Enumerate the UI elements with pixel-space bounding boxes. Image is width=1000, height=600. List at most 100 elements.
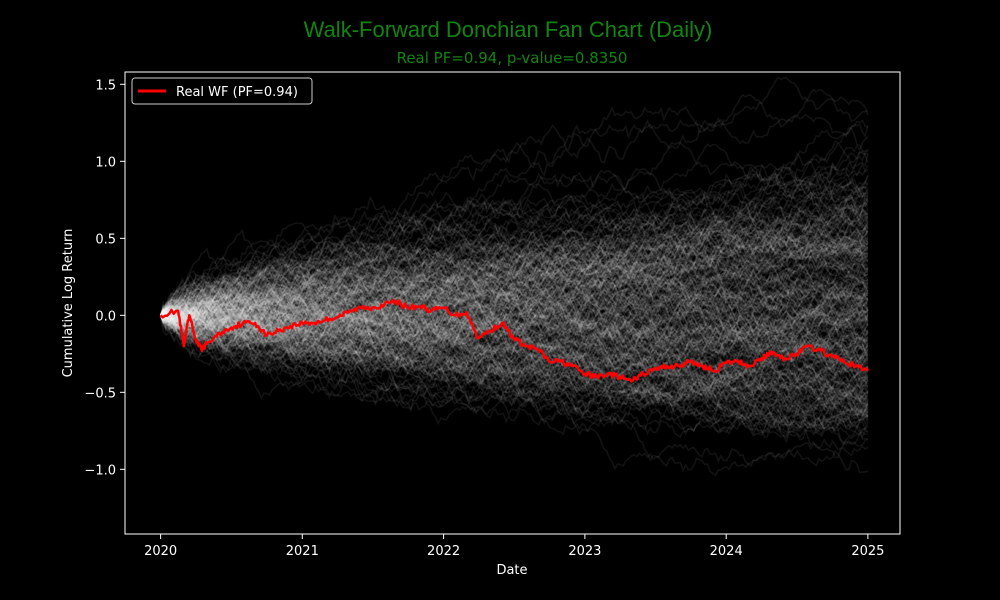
y-tick-label: 0.5 bbox=[95, 232, 116, 247]
simulated-path bbox=[160, 293, 869, 375]
legend-box bbox=[131, 77, 313, 105]
simulated-path bbox=[159, 210, 869, 324]
simulated-path bbox=[159, 254, 869, 384]
simulated-path bbox=[159, 306, 869, 358]
simulated-path bbox=[159, 294, 869, 414]
x-axis: 2020 2021 2022 2023 2024 2025 bbox=[144, 534, 884, 559]
simulated-path bbox=[159, 270, 869, 380]
simulated-path bbox=[160, 270, 869, 362]
simulated-path bbox=[160, 217, 869, 340]
simulated-path bbox=[159, 241, 869, 342]
simulated-path bbox=[159, 277, 869, 346]
simulated-path bbox=[159, 261, 869, 354]
simulated-path bbox=[160, 236, 869, 322]
simulated-path bbox=[159, 282, 869, 415]
simulated-path bbox=[160, 164, 869, 332]
simulated-path bbox=[159, 230, 868, 324]
simulated-path bbox=[160, 162, 869, 368]
simulated-path bbox=[159, 212, 869, 341]
y-axis-label: Cumulative Log Return bbox=[61, 229, 76, 378]
simulated-path bbox=[159, 201, 869, 332]
simulated-path bbox=[160, 212, 869, 322]
chart-subtitle: Real PF=0.94, p-value=0.8350 bbox=[397, 49, 628, 67]
simulated-path bbox=[159, 273, 869, 403]
simulated-path bbox=[159, 307, 869, 361]
simulated-path bbox=[159, 290, 869, 360]
simulated-path bbox=[159, 276, 869, 348]
simulated-path bbox=[159, 288, 869, 349]
simulated-path bbox=[159, 214, 869, 329]
simulated-path bbox=[159, 315, 869, 427]
simulated-path bbox=[159, 206, 869, 322]
simulated-path bbox=[159, 142, 869, 347]
simulated-path bbox=[160, 217, 869, 331]
simulated-path bbox=[159, 288, 869, 347]
simulated-path bbox=[159, 303, 869, 402]
simulated-path bbox=[160, 178, 869, 320]
simulated-path bbox=[159, 230, 868, 316]
simulated-path bbox=[160, 307, 868, 394]
simulated-path bbox=[159, 136, 869, 316]
simulated-path bbox=[160, 303, 869, 436]
simulated-path bbox=[160, 299, 869, 430]
simulated-path bbox=[159, 227, 868, 331]
simulated-path bbox=[159, 298, 868, 346]
simulated-path bbox=[159, 309, 869, 390]
simulated-path bbox=[160, 263, 869, 371]
simulated-path bbox=[159, 301, 869, 416]
simulated-path bbox=[159, 259, 869, 325]
simulated-path bbox=[159, 182, 869, 316]
x-tick-label: 2025 bbox=[851, 544, 884, 559]
simulated-path bbox=[160, 228, 869, 318]
simulated-path bbox=[160, 311, 869, 426]
simulated-path bbox=[159, 211, 869, 345]
simulated-path bbox=[159, 195, 869, 321]
simulated-path bbox=[160, 314, 869, 446]
simulated-path bbox=[160, 303, 869, 437]
simulated-path bbox=[160, 288, 869, 377]
simulated-path bbox=[160, 312, 869, 411]
simulated-path bbox=[159, 88, 869, 331]
simulated-path bbox=[160, 263, 869, 340]
simulated-path bbox=[159, 141, 869, 320]
simulated-path bbox=[159, 153, 869, 319]
simulated-path bbox=[160, 297, 868, 415]
simulated-path bbox=[159, 276, 869, 387]
x-tick-label: 2024 bbox=[710, 544, 743, 559]
simulated-path bbox=[159, 295, 869, 419]
simulated-path bbox=[160, 262, 869, 351]
simulated-path bbox=[160, 279, 869, 402]
simulated-path bbox=[160, 169, 869, 319]
simulated-path bbox=[160, 150, 868, 317]
simulated-path bbox=[160, 276, 869, 382]
simulated-path bbox=[159, 215, 868, 326]
simulated-path bbox=[159, 245, 869, 338]
simulated-path bbox=[159, 268, 869, 368]
simulated-path bbox=[160, 305, 869, 402]
simulated-path bbox=[160, 268, 869, 401]
simulated-path bbox=[159, 291, 869, 374]
simulated-path bbox=[160, 306, 869, 383]
simulated-path bbox=[159, 194, 869, 323]
simulated-path bbox=[160, 295, 869, 353]
simulated-path bbox=[160, 243, 869, 340]
simulated-path bbox=[159, 195, 869, 324]
simulated-path bbox=[160, 186, 869, 331]
simulated-path bbox=[159, 266, 869, 317]
simulated-path bbox=[160, 270, 869, 438]
simulated-path bbox=[160, 257, 869, 343]
simulated-path bbox=[160, 283, 869, 396]
simulated-path bbox=[159, 265, 869, 389]
simulated-path bbox=[160, 248, 869, 342]
simulated-path bbox=[160, 269, 869, 388]
simulated-path bbox=[160, 303, 869, 414]
simulated-path bbox=[159, 274, 869, 439]
simulated-path bbox=[159, 249, 869, 332]
simulated-path bbox=[159, 182, 869, 321]
simulated-path bbox=[160, 312, 869, 393]
y-tick-label: 0.0 bbox=[95, 309, 116, 324]
y-axis: 1.5 1.0 0.5 0.0 −0.5 −1.0 bbox=[84, 78, 125, 478]
simulated-path bbox=[160, 204, 869, 326]
simulated-path bbox=[159, 259, 869, 393]
